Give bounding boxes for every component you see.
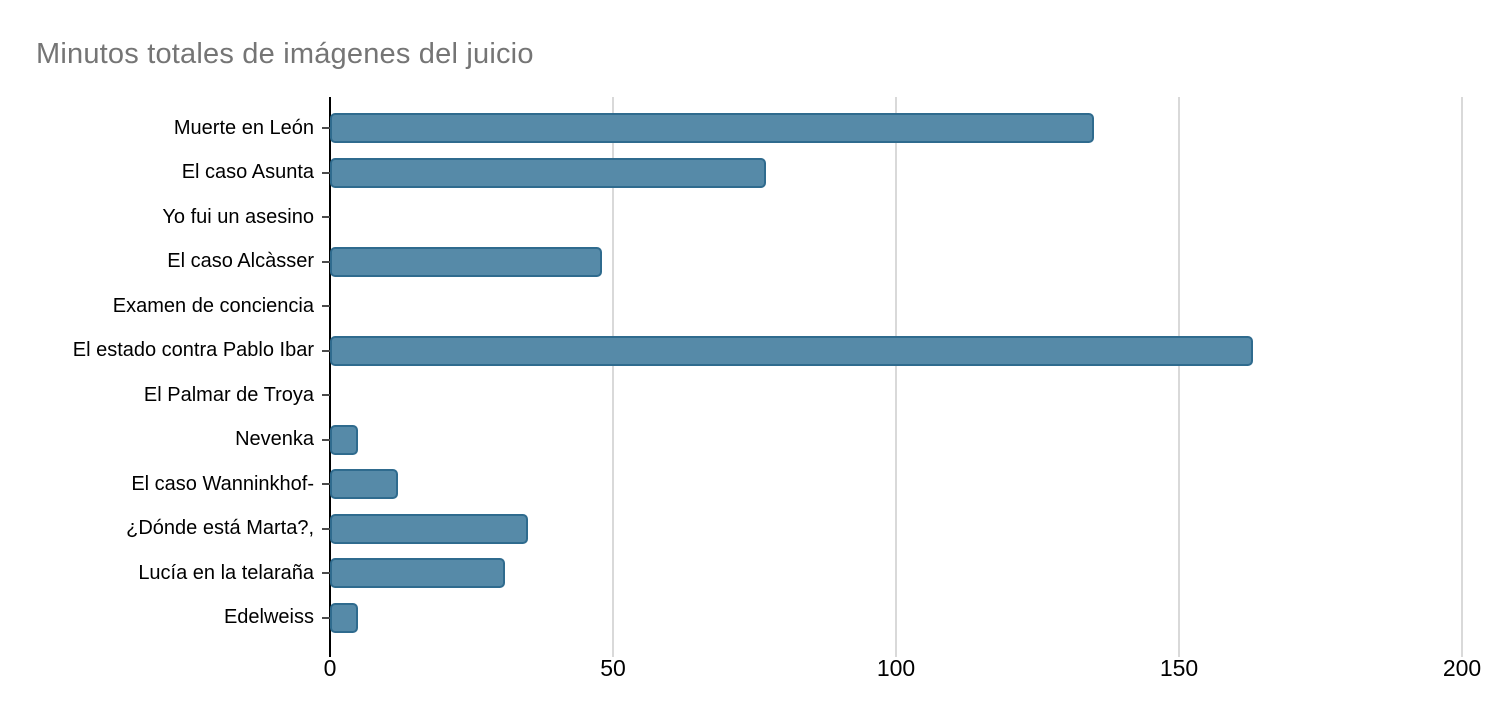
x-tick-label: 150 [1159, 655, 1199, 681]
x-tick-label: 100 [876, 655, 916, 681]
y-axis-line [329, 97, 331, 657]
category-label: El caso Wanninkhof- [131, 472, 314, 495]
category-label: Edelweiss [223, 606, 314, 629]
category-labels: Muerte en León El caso Asunta Yo fui un as… [0, 106, 322, 640]
category-label: El Palmar de Troya [143, 383, 314, 406]
category-tick [322, 305, 330, 308]
category-tick [322, 127, 330, 130]
x-tick-label: 50 [600, 655, 626, 681]
gridline [1461, 97, 1463, 657]
category-tick [322, 349, 330, 352]
bar [330, 424, 359, 455]
category-tick [322, 483, 330, 486]
category-label: El estado contra Pablo Ibar [72, 339, 314, 362]
x-tick-label: 0 [323, 655, 337, 681]
category-label: Lucía en la telaraña [138, 561, 314, 584]
bar [330, 113, 1095, 144]
category-tick [322, 216, 330, 219]
category-label: El caso Asunta [181, 161, 314, 184]
category-tick [322, 394, 330, 397]
bar [330, 469, 398, 500]
category-tick [322, 572, 330, 575]
category-label: El caso Alcàsser [167, 250, 314, 273]
category-tick [322, 260, 330, 263]
category-label: Muerte en León [173, 116, 314, 139]
gridline [895, 97, 897, 657]
category-tick [322, 438, 330, 441]
bars-layer [330, 106, 1462, 640]
category-label: Nevenka [235, 428, 314, 451]
bar [330, 246, 602, 277]
bar [330, 513, 529, 544]
plot-area [322, 97, 1463, 657]
category-tick [322, 616, 330, 619]
gridline [1178, 97, 1180, 657]
x-axis-labels: 0 50 100 150 200 [324, 655, 1482, 685]
bar [330, 335, 1253, 366]
x-tick-label: 200 [1442, 655, 1482, 681]
bar [330, 157, 766, 188]
category-label: Examen de conciencia [112, 294, 314, 317]
category-tick [322, 527, 330, 530]
bar [330, 602, 359, 633]
chart-title: Minutos totales de imágenes del juicio [36, 38, 534, 70]
bar [330, 558, 506, 589]
category-label: ¿Dónde está Marta?, [126, 517, 314, 540]
gridline [612, 97, 614, 657]
category-tick [322, 171, 330, 174]
category-label: Yo fui un asesino [162, 205, 314, 228]
